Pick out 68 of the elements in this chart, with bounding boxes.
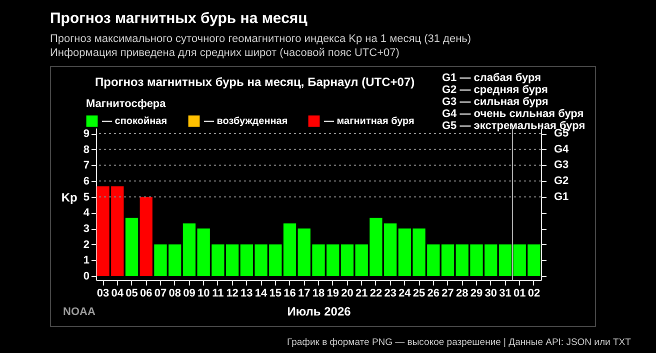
legend-label: — магнитная буря <box>324 116 415 128</box>
x-tick-label: 18 <box>312 288 325 300</box>
y-tick-label: 8 <box>83 144 90 156</box>
x-tick-label: 05 <box>126 288 138 300</box>
text: Прогноз максимального суточного геомагнитного индекса Kp на 1 месяц (31 день) <box>50 33 472 45</box>
x-tick-label: 27 <box>442 288 454 300</box>
bar <box>140 196 152 276</box>
text: Информация приведена для средних широт (часовой пояс UTC+07) <box>50 47 400 59</box>
bar <box>125 218 138 276</box>
ref-line-label: G2 <box>554 175 569 188</box>
y-tick-label: 9 <box>83 128 90 140</box>
x-tick-label: 26 <box>427 288 440 300</box>
legend-label: — возбужденная <box>204 116 288 128</box>
x-tick-label: 20 <box>341 288 354 300</box>
y-tick-label: 5 <box>83 191 90 204</box>
bar <box>441 244 454 276</box>
y-tick-label: 3 <box>83 223 90 236</box>
ref-line-label: G4 <box>554 143 570 156</box>
text: Прогноз магнитных бурь на месяц <box>50 10 308 27</box>
x-tick-label: 01 <box>513 288 526 300</box>
bar <box>340 244 354 276</box>
x-tick-label: 12 <box>226 288 238 300</box>
x-tick-label: 02 <box>528 288 540 300</box>
y-tick-label: 6 <box>83 176 90 188</box>
text: G4 — очень сильная буря <box>442 108 584 120</box>
x-tick-label: 19 <box>326 288 339 300</box>
x-tick-label: 24 <box>398 288 412 300</box>
text: G2 — средняя буря <box>442 84 548 96</box>
bar <box>283 223 296 276</box>
x-tick-label: 06 <box>140 288 152 300</box>
bar <box>498 244 512 276</box>
x-tick-label: 10 <box>197 288 210 300</box>
x-tick-label: 25 <box>412 288 426 300</box>
text: G1 — слабая буря <box>442 72 542 84</box>
text: NOAA <box>63 306 96 318</box>
bar <box>182 223 196 276</box>
text: График в формате PNG — высокое разрешение | Данные API: JSON или TXT <box>287 337 631 348</box>
y-tick-label: 4 <box>83 207 90 220</box>
ref-line-label: G3 <box>554 159 569 172</box>
x-tick-label: 17 <box>298 288 310 300</box>
x-tick-label: 13 <box>240 288 253 300</box>
y-tick-label: 1 <box>83 254 90 267</box>
x-tick-label: 21 <box>355 288 368 300</box>
x-tick-label: 30 <box>484 288 497 300</box>
x-tick-label: 23 <box>384 288 396 300</box>
chart-title: Прогноз магнитных бурь на месяц, Барнаул (UTC+07) <box>95 75 415 89</box>
x-tick-label: 07 <box>154 288 167 300</box>
x-tick-label: 15 <box>269 288 282 300</box>
x-tick-label: 09 <box>183 288 196 300</box>
x-tick-label: 11 <box>212 288 224 300</box>
x-axis-title: Июль 2026 <box>287 304 352 318</box>
x-tick-label: 16 <box>284 288 296 300</box>
legend-label: — спокойная <box>102 116 168 128</box>
y-tick-label: 0 <box>83 270 90 283</box>
x-tick-label: 31 <box>499 288 512 300</box>
x-tick-label: 22 <box>370 288 382 300</box>
x-tick-label: 04 <box>111 288 124 300</box>
x-tick-label: 29 <box>470 288 483 300</box>
x-tick-label: 03 <box>96 288 110 300</box>
y-axis-title: Kp <box>61 190 78 204</box>
ref-line-label: G1 <box>554 190 569 203</box>
y-tick-label: 2 <box>83 238 90 251</box>
text: G3 — сильная буря <box>442 96 548 108</box>
x-tick-label: 28 <box>456 288 468 300</box>
x-tick-label: 08 <box>168 288 181 300</box>
x-tick-label: 14 <box>254 288 268 300</box>
legend-title: Магнитосфера <box>86 98 167 110</box>
y-tick-label: 7 <box>83 160 90 172</box>
